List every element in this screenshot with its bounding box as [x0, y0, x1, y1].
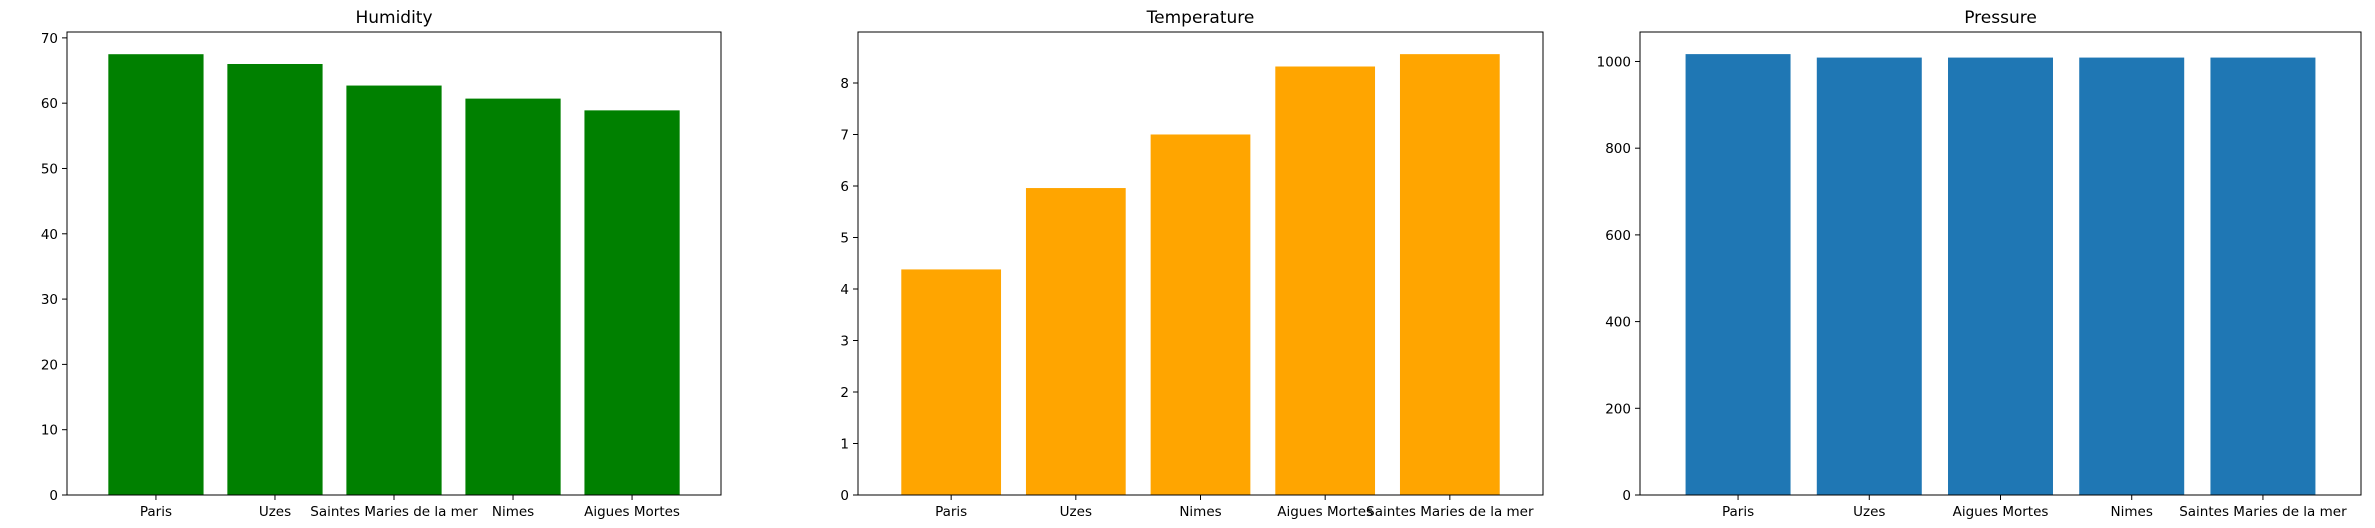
pressure-bar-paris: [1685, 54, 1791, 495]
temperature-ytick-label: 0: [840, 488, 849, 504]
humidity-chart: Humidity 0 10 20 30 40 50 60 70 Paris Uzes Saintes …: [41, 8, 722, 520]
humidity-bar-nimes: [465, 98, 561, 495]
humidity-ytick-label: 50: [41, 161, 58, 177]
pressure-ytick-label: 0: [1622, 488, 1631, 504]
pressure-xtick-label: Nimes: [2111, 504, 2153, 520]
humidity-ytick-label: 40: [41, 227, 58, 243]
humidity-bar-aigues-mortes: [584, 110, 680, 495]
temperature-axes-frame: [857, 31, 1544, 496]
pressure-xtick-label: Saintes Maries de la mer: [2179, 504, 2347, 520]
humidity-ytick-label: 0: [49, 488, 58, 504]
temperature-bar-uzes: [1025, 188, 1126, 495]
temperature-chart: Temperature 0 1 2 3 4 5 6 7 8 Paris Uzes Nimes Aigues…: [840, 8, 1544, 520]
humidity-xtick-label: Uzes: [259, 504, 291, 520]
humidity-bar-uzes: [227, 63, 323, 495]
temperature-bar-aigues-mortes: [1275, 66, 1376, 496]
pressure-axes-frame: [1639, 31, 2362, 496]
temperature-ytick-label: 4: [840, 282, 849, 298]
temperature-ytick-label: 1: [840, 436, 849, 452]
temperature-ytick-label: 2: [840, 385, 849, 401]
pressure-xtick-label: Paris: [1722, 504, 1754, 520]
humidity-chart-title: Humidity: [355, 8, 432, 28]
humidity-xtick-label: Aigues Mortes: [584, 504, 680, 520]
temperature-ytick-label: 3: [840, 333, 849, 349]
pressure-xtick-label: Aigues Mortes: [1953, 504, 2049, 520]
pressure-ytick-label: 400: [1605, 315, 1631, 331]
temperature-bar-paris: [901, 269, 1002, 495]
humidity-bar-saintes-maries-de-la-mer: [346, 85, 442, 496]
temperature-ytick-label: 5: [840, 230, 849, 246]
pressure-xtick-label: Uzes: [1853, 504, 1885, 520]
humidity-ytick-label: 30: [41, 292, 58, 308]
humidity-ytick-label: 10: [41, 423, 58, 439]
temperature-xtick-label: Aigues Mortes: [1277, 504, 1373, 520]
temperature-xtick-label: Uzes: [1060, 504, 1092, 520]
humidity-ytick-label: 60: [41, 96, 58, 112]
pressure-chart-title: Pressure: [1964, 8, 2037, 28]
humidity-xtick-label: Saintes Maries de la mer: [310, 504, 478, 520]
pressure-ytick-label: 200: [1605, 401, 1631, 417]
temperature-bar-saintes-maries-de-la-mer: [1399, 54, 1500, 495]
humidity-ytick-label: 20: [41, 357, 58, 373]
pressure-ytick-label: 1000: [1597, 54, 1631, 70]
humidity-xtick-label: Paris: [140, 504, 172, 520]
pressure-chart: Pressure 0 200 400 600 800 1000 Paris Uzes Aigues…: [1597, 8, 2362, 520]
pressure-ytick-label: 800: [1605, 141, 1631, 157]
humidity-xtick-label: Nimes: [492, 504, 534, 520]
humidity-ytick-label: 70: [41, 31, 58, 47]
temperature-ytick-label: 8: [840, 76, 849, 92]
temperature-xtick-label: Saintes Maries de la mer: [1366, 504, 1534, 520]
temperature-ytick-label: 6: [840, 179, 849, 195]
temperature-xtick-label: Paris: [935, 504, 967, 520]
pressure-bar-nimes: [2079, 57, 2185, 495]
pressure-ytick-label: 600: [1605, 228, 1631, 244]
pressure-bar-uzes: [1816, 57, 1922, 495]
temperature-chart-title: Temperature: [1146, 8, 1255, 28]
pressure-bar-aigues-mortes: [1948, 57, 2053, 495]
temperature-xtick-label: Nimes: [1179, 504, 1221, 520]
humidity-bar-paris: [108, 54, 204, 496]
temperature-bar-nimes: [1150, 134, 1251, 495]
pressure-bar-saintes-maries-de-la-mer: [2210, 57, 2316, 495]
temperature-ytick-label: 7: [840, 127, 849, 143]
humidity-axes-frame: [66, 31, 722, 496]
